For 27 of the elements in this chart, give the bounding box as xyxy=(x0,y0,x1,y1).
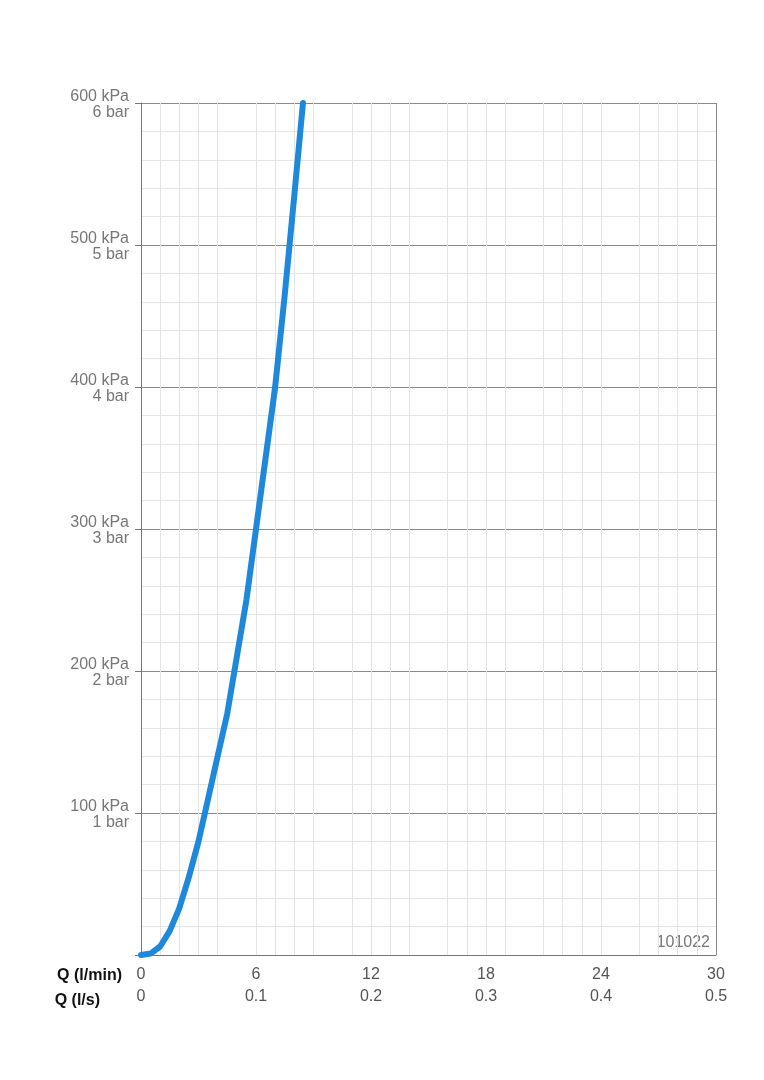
x2-tick-label: 0.5 xyxy=(704,986,728,1004)
y2-tick-label: 2 bar xyxy=(92,670,130,688)
y2-tick-label: 3 bar xyxy=(92,528,130,546)
x-tick-label: 6 xyxy=(251,964,261,982)
x-tick-label: 12 xyxy=(362,964,380,982)
x-tick-label: 0 xyxy=(136,964,146,982)
y-tick-label: 600 kPa xyxy=(70,86,130,104)
y-tick-label: 400 kPa xyxy=(70,370,130,388)
annotation: 101022 xyxy=(656,932,711,950)
x2-axis-title: Q (l/s) xyxy=(54,990,101,1008)
x2-tick-label: 0.2 xyxy=(359,986,383,1004)
x2-tick-label: 0.1 xyxy=(244,986,268,1004)
x2-tick-label: 0 xyxy=(136,986,146,1004)
y2-tick-label: 4 bar xyxy=(92,386,130,404)
y2-tick-label: 5 bar xyxy=(92,244,130,262)
x-axis-title: Q (l/min) xyxy=(57,965,123,983)
x2-tick-label: 0.3 xyxy=(474,986,498,1004)
y2-tick-label: 1 bar xyxy=(92,812,130,830)
x-tick-label: 24 xyxy=(592,964,610,982)
y-tick-label: 300 kPa xyxy=(70,512,130,530)
x-tick-label: 18 xyxy=(477,964,495,982)
y-tick-label: 500 kPa xyxy=(70,228,130,246)
x-tick-label: 30 xyxy=(707,964,725,982)
y-tick-label: 200 kPa xyxy=(70,654,130,672)
y-tick-label: 100 kPa xyxy=(70,796,130,814)
y2-tick-label: 6 bar xyxy=(92,102,130,120)
x2-tick-label: 0.4 xyxy=(589,986,613,1004)
